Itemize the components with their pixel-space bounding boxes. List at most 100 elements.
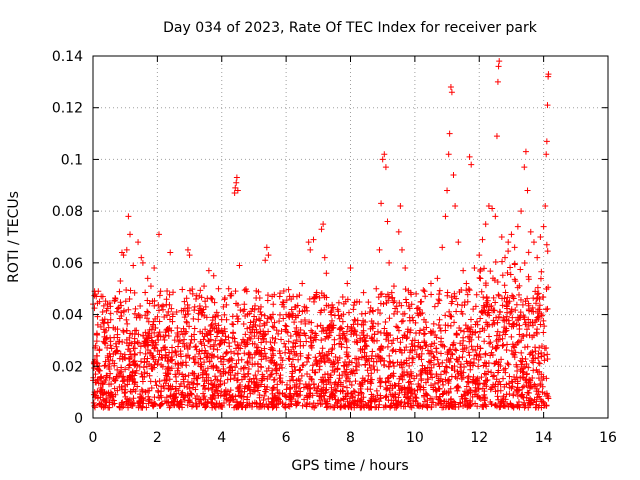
data-point: [107, 342, 114, 349]
data-point: [449, 351, 456, 358]
data-point: [240, 371, 247, 378]
data-point: [289, 356, 296, 363]
data-point: [331, 312, 338, 319]
x-tick-label: 0: [89, 430, 98, 446]
data-point: [172, 347, 179, 354]
data-point: [350, 367, 357, 374]
data-point: [177, 380, 184, 387]
data-point: [508, 347, 515, 354]
data-point: [401, 386, 408, 393]
data-point: [114, 326, 121, 333]
y-tick-label: 0.1: [61, 152, 83, 168]
data-point: [255, 368, 262, 375]
data-point: [195, 350, 202, 357]
data-point: [198, 307, 205, 314]
data-point: [343, 384, 350, 391]
data-point: [510, 321, 517, 328]
data-point: [309, 362, 316, 369]
data-point: [186, 399, 193, 406]
data-point: [115, 339, 122, 346]
data-point: [251, 313, 258, 320]
data-point: [143, 404, 150, 411]
data-point: [205, 267, 212, 274]
data-point: [263, 244, 270, 251]
data-point: [422, 293, 429, 300]
data-point: [192, 353, 199, 360]
data-point: [300, 342, 307, 349]
data-point: [200, 390, 207, 397]
data-point: [170, 402, 177, 409]
data-point: [166, 291, 173, 298]
data-point: [218, 388, 225, 395]
data-point: [516, 404, 523, 411]
data-point: [408, 301, 415, 308]
data-point: [223, 316, 230, 323]
data-point: [454, 368, 461, 375]
data-point: [490, 307, 497, 314]
data-point: [420, 384, 427, 391]
data-point: [94, 321, 101, 328]
data-point: [406, 305, 413, 312]
data-point: [124, 381, 131, 388]
data-point: [527, 228, 534, 235]
data-point: [507, 271, 514, 278]
data-point: [125, 355, 132, 362]
data-point: [499, 295, 506, 302]
data-point: [130, 395, 137, 402]
data-point: [505, 299, 512, 306]
y-tick-label: 0.12: [52, 101, 83, 117]
data-point: [421, 316, 428, 323]
data-point: [296, 292, 303, 299]
data-point: [232, 184, 239, 191]
data-point: [130, 262, 137, 269]
data-point: [453, 347, 460, 354]
data-point: [110, 397, 117, 404]
data-point: [538, 268, 545, 275]
data-point: [315, 383, 322, 390]
data-point: [495, 291, 502, 298]
data-point: [532, 383, 539, 390]
data-point: [436, 297, 443, 304]
data-point: [278, 336, 285, 343]
data-point: [339, 330, 346, 337]
data-point: [391, 404, 398, 411]
data-point: [210, 341, 217, 348]
data-point: [417, 386, 424, 393]
data-point: [161, 344, 168, 351]
data-point: [464, 390, 471, 397]
data-point: [463, 358, 470, 365]
data-point: [483, 371, 490, 378]
data-point: [150, 318, 157, 325]
data-point: [518, 208, 525, 215]
data-point: [524, 389, 531, 396]
data-point: [191, 375, 198, 382]
data-point: [367, 403, 374, 410]
data-point: [144, 387, 151, 394]
data-point: [204, 353, 211, 360]
data-point: [534, 391, 541, 398]
data-point: [116, 288, 123, 295]
y-tick-labels: 0 0.02 0.04 0.06 0.08 0.1 0.12 0.14: [52, 49, 83, 427]
data-point: [101, 362, 108, 369]
data-point: [539, 376, 546, 383]
data-point: [310, 337, 317, 344]
data-point: [191, 303, 198, 310]
data-point: [435, 377, 442, 384]
data-point: [261, 312, 268, 319]
data-point: [422, 343, 429, 350]
data-point: [404, 390, 411, 397]
data-point: [323, 400, 330, 407]
data-point: [134, 383, 141, 390]
data-point: [202, 326, 209, 333]
data-point: [173, 308, 180, 315]
data-point: [112, 340, 119, 347]
data-point: [358, 383, 365, 390]
data-point: [464, 291, 471, 298]
data-point: [186, 252, 193, 259]
y-tick-label: 0: [74, 411, 83, 427]
data-point: [260, 332, 267, 339]
data-point: [472, 329, 479, 336]
data-point: [264, 297, 271, 304]
data-point: [536, 368, 543, 375]
